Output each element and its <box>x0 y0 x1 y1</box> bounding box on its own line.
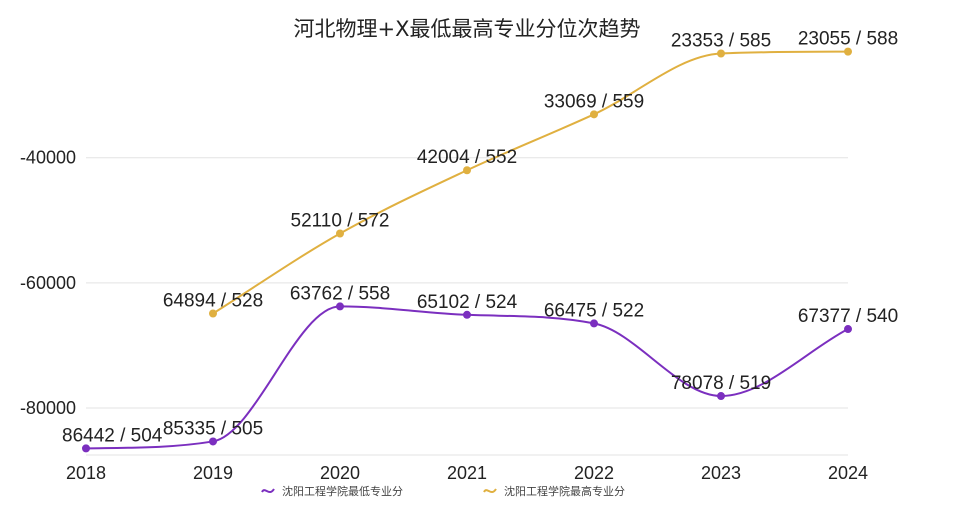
y-tick-label: -40000 <box>20 148 76 168</box>
legend-swatch <box>261 488 275 493</box>
data-point[interactable] <box>336 229 344 238</box>
x-tick-label: 2022 <box>574 463 614 483</box>
grid-lines <box>86 157 848 456</box>
legend-swatch <box>483 488 497 493</box>
data-point[interactable] <box>717 392 725 401</box>
legend-label[interactable]: 沈阳工程学院最低专业分 <box>282 484 403 498</box>
data-point[interactable] <box>463 166 471 175</box>
data-label: 33069 / 559 <box>544 91 644 112</box>
data-points <box>82 47 852 453</box>
legend-label[interactable]: 沈阳工程学院最高专业分 <box>504 484 625 498</box>
data-point[interactable] <box>844 325 852 334</box>
data-labels: 86442 / 504 85335 / 505 63762 / 558 65102 /… <box>62 29 898 447</box>
data-point[interactable] <box>717 49 725 58</box>
x-tick-label: 2019 <box>193 463 233 483</box>
data-label: 86442 / 504 <box>62 425 163 446</box>
data-point[interactable] <box>209 437 217 446</box>
data-point[interactable] <box>209 309 217 318</box>
x-axis-ticks: 2018 2019 2020 2021 2022 2023 2024 <box>66 463 868 483</box>
data-label: 23353 / 585 <box>671 31 771 52</box>
y-tick-label: -80000 <box>20 398 76 418</box>
data-label: 63762 / 558 <box>290 283 390 304</box>
data-label: 78078 / 519 <box>671 373 771 394</box>
data-label: 23055 / 588 <box>798 29 898 50</box>
data-label: 52110 / 572 <box>291 210 390 231</box>
y-axis-ticks: -40000 -60000 -80000 <box>20 148 76 418</box>
data-label: 67377 / 540 <box>798 306 898 327</box>
data-label: 85335 / 505 <box>163 418 263 439</box>
y-tick-label: -60000 <box>20 273 76 293</box>
x-tick-label: 2023 <box>701 463 741 483</box>
x-tick-label: 2018 <box>66 463 106 483</box>
x-tick-label: 2020 <box>320 463 360 483</box>
data-point[interactable] <box>463 310 471 319</box>
data-label: 64894 / 528 <box>163 291 263 312</box>
data-label: 42004 / 552 <box>417 147 517 168</box>
data-point[interactable] <box>336 302 344 311</box>
data-label: 66475 / 522 <box>544 300 644 321</box>
data-label: 65102 / 524 <box>417 292 518 313</box>
data-point[interactable] <box>844 47 852 56</box>
legend: 沈阳工程学院最低专业分 沈阳工程学院最高专业分 <box>261 484 625 498</box>
data-point[interactable] <box>590 110 598 119</box>
x-tick-label: 2021 <box>447 463 487 483</box>
chart-title: 河北物理+X最低最高专业分位次趋势 <box>294 17 641 41</box>
data-point[interactable] <box>590 319 598 328</box>
x-tick-label: 2024 <box>828 463 868 483</box>
data-point[interactable] <box>82 444 90 453</box>
series-line <box>212 50 849 315</box>
